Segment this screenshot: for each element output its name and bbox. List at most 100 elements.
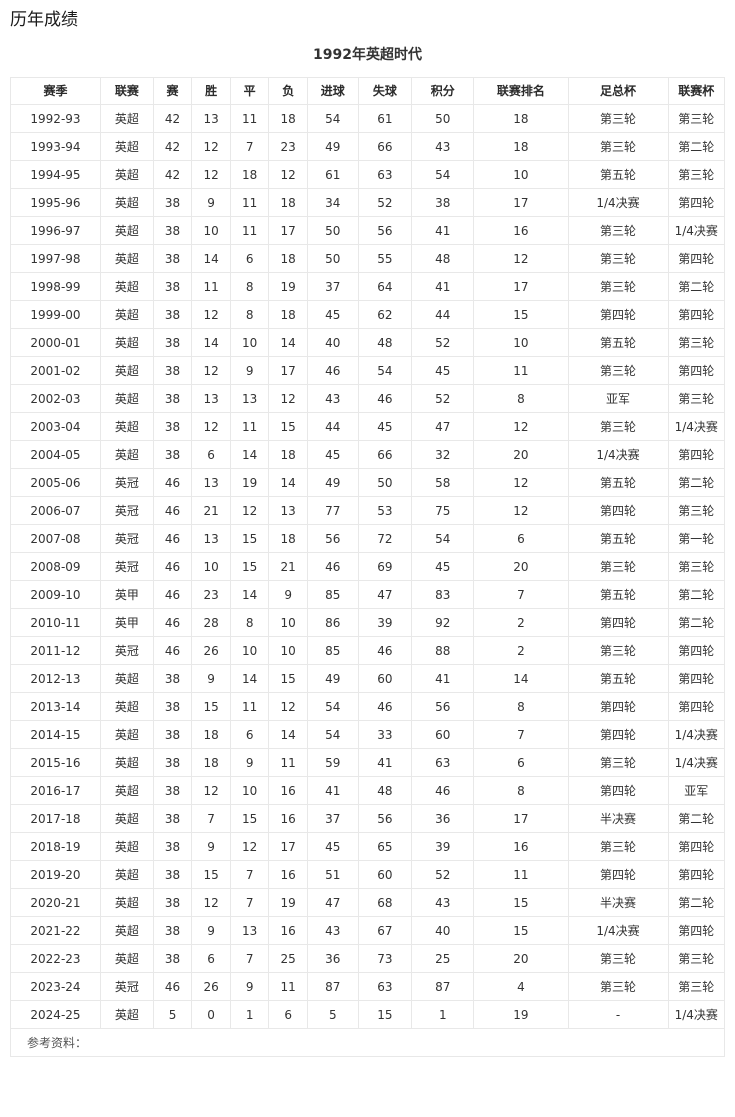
table-cell: 英超	[99, 720, 154, 749]
table-cell: 英超	[99, 356, 154, 385]
table-cell: 17	[473, 188, 569, 217]
table-cell: 第三轮	[667, 384, 725, 413]
table-cell: 英冠	[99, 972, 154, 1001]
table-cell: 2	[473, 608, 569, 637]
table-cell: 2004-05	[10, 440, 101, 469]
table-cell: 英超	[99, 160, 154, 189]
table-cell: 17	[268, 832, 308, 861]
table-row: 1996-97 英超 38 10 11 17 50 56 41 16 第三轮 1/4决赛	[10, 216, 725, 245]
table-cell: 6	[191, 440, 231, 469]
table-cell: 9	[191, 664, 231, 693]
table-cell: 12	[268, 160, 308, 189]
table-cell: 38	[152, 888, 193, 917]
table-cell: 英超	[99, 888, 154, 917]
table-cell: 85	[306, 580, 359, 609]
table-cell: 英超	[99, 944, 154, 973]
table-cell: 英甲	[99, 580, 154, 609]
table-cell: 55	[357, 244, 413, 273]
table-cell: 14	[268, 720, 308, 749]
table-cell: 2010-11	[10, 608, 101, 637]
table-row: 2016-17 英超 38 12 10 16 41 48 46 8 第四轮 亚军	[10, 776, 725, 805]
table-cell: 47	[306, 888, 359, 917]
table-cell: 17	[473, 272, 569, 301]
table-cell: 1/4决赛	[567, 188, 669, 217]
table-cell: 11	[229, 216, 270, 245]
column-header: 平	[229, 77, 270, 105]
table-cell: 7	[229, 132, 270, 161]
table-cell: 第五轮	[567, 328, 669, 357]
table-cell: 48	[411, 244, 475, 273]
table-cell: 54	[306, 104, 359, 133]
table-caption: 1992年英超时代	[313, 47, 422, 63]
table-cell: 第三轮	[567, 356, 669, 385]
table-cell: 46	[152, 580, 193, 609]
table-cell: 9	[191, 188, 231, 217]
column-header: 联赛排名	[473, 77, 569, 105]
table-cell: 1/4决赛	[667, 720, 725, 749]
table-cell: 6	[229, 244, 270, 273]
table-cell: 英超	[99, 104, 154, 133]
table-cell: 46	[152, 468, 193, 497]
table-cell: 英超	[99, 692, 154, 721]
table-row: 2021-22 英超 38 9 13 16 43 67 40 15 1/4决赛 第四轮	[10, 916, 725, 945]
table-cell: 8	[229, 608, 270, 637]
table-cell: 11	[229, 412, 270, 441]
table-cell: 9	[191, 916, 231, 945]
table-row: 2024-25 英超 5 0 1 6 5 15 1 19-1/4决赛	[10, 1000, 725, 1029]
table-cell: 10	[268, 636, 308, 665]
table-cell: 英甲	[99, 608, 154, 637]
table-cell: 38	[152, 692, 193, 721]
table-cell: 19	[268, 888, 308, 917]
table-cell: 56	[411, 692, 475, 721]
table-cell: 12	[191, 160, 231, 189]
table-cell: 28	[191, 608, 231, 637]
table-cell: 18	[268, 188, 308, 217]
table-cell: 8	[473, 692, 569, 721]
table-cell: 12	[473, 412, 569, 441]
table-cell: 46	[306, 356, 359, 385]
table-row: 2005-06 英冠 46 13 19 14 49 50 58 12 第五轮 第二轮	[10, 468, 725, 497]
table-cell: 66	[357, 440, 413, 469]
table-cell: 12	[473, 496, 569, 525]
table-cell: 第三轮	[667, 496, 725, 525]
table-cell: 10	[268, 608, 308, 637]
table-cell: 7	[229, 888, 270, 917]
table-cell: 英超	[99, 664, 154, 693]
table-cell: 9	[229, 356, 270, 385]
table-cell: 半决赛	[567, 804, 669, 833]
table-cell: 第三轮	[567, 972, 669, 1001]
table-cell: 86	[306, 608, 359, 637]
table-cell: 第四轮	[567, 496, 669, 525]
table-cell: 11	[268, 972, 308, 1001]
table-cell: 2005-06	[10, 468, 101, 497]
table-cell: 46	[357, 692, 413, 721]
table-cell: 46	[152, 552, 193, 581]
table-cell: 2020-21	[10, 888, 101, 917]
table-cell: 14	[473, 664, 569, 693]
table-cell: 32	[411, 440, 475, 469]
table-cell: 4	[473, 972, 569, 1001]
table-cell: 英超	[99, 216, 154, 245]
table-cell: 9	[268, 580, 308, 609]
table-cell: 2017-18	[10, 804, 101, 833]
table-cell: 15	[191, 860, 231, 889]
table-cell: 92	[411, 608, 475, 637]
table-cell: 45	[411, 356, 475, 385]
table-cell: 第三轮	[667, 160, 725, 189]
table-cell: 19	[229, 468, 270, 497]
table-cell: 11	[229, 692, 270, 721]
table-cell: 18	[473, 132, 569, 161]
table-cell: 20	[473, 552, 569, 581]
table-cell: 12	[268, 384, 308, 413]
table-cell: 11	[473, 860, 569, 889]
table-cell: 43	[411, 132, 475, 161]
table-cell: 46	[152, 608, 193, 637]
table-cell: 13	[191, 524, 231, 553]
table-cell: 56	[306, 524, 359, 553]
table-cell: 13	[229, 916, 270, 945]
table-cell: 1/4决赛	[667, 1000, 725, 1029]
table-cell: 23	[268, 132, 308, 161]
table-cell: 6	[191, 944, 231, 973]
table-cell: 第四轮	[567, 300, 669, 329]
table-cell: 第二轮	[667, 468, 725, 497]
